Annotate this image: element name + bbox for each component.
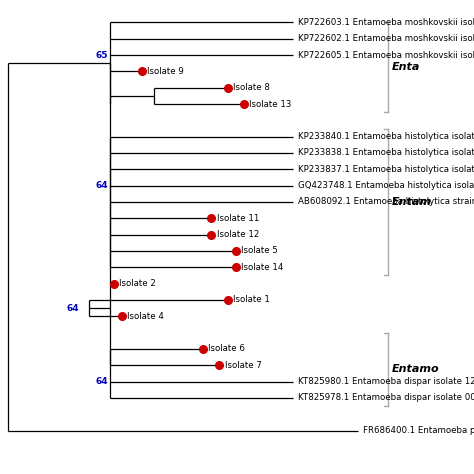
Text: 65: 65	[95, 51, 108, 60]
Text: GQ423748.1 Entamoeba histolytica isolate RY1106: GQ423748.1 Entamoeba histolytica isolate…	[298, 181, 474, 190]
Text: 64: 64	[95, 377, 108, 386]
Text: Isolate 6: Isolate 6	[209, 345, 246, 354]
Text: 64: 64	[67, 304, 79, 312]
Text: Isolate 7: Isolate 7	[225, 361, 262, 370]
Text: Isolate 1: Isolate 1	[233, 295, 270, 304]
Text: Isolate 4: Isolate 4	[127, 312, 164, 321]
Text: FR686400.1 Entamoeba polecki isolate UNE9: FR686400.1 Entamoeba polecki isolate UNE…	[363, 426, 474, 435]
Text: 64: 64	[95, 181, 108, 190]
Text: Entamo: Entamo	[392, 365, 440, 374]
Text: Isolate 8: Isolate 8	[233, 83, 270, 92]
Text: Isolate 14: Isolate 14	[241, 263, 283, 272]
Text: KT825978.1 Entamoeba dispar isolate 009: KT825978.1 Entamoeba dispar isolate 009	[298, 393, 474, 402]
Text: Enta: Enta	[392, 62, 420, 72]
Text: Isolate 12: Isolate 12	[217, 230, 259, 239]
Text: KP722605.1 Entamoeba moshkovskii isolate EM IQ5: KP722605.1 Entamoeba moshkovskii isolate…	[298, 51, 474, 60]
Text: Isolate 13: Isolate 13	[249, 100, 292, 109]
Text: KP722603.1 Entamoeba moshkovskii isolate EM IQ3: KP722603.1 Entamoeba moshkovskii isolate…	[298, 18, 474, 27]
Text: Isolate 11: Isolate 11	[217, 214, 259, 223]
Text: KT825980.1 Entamoeba dispar isolate 129: KT825980.1 Entamoeba dispar isolate 129	[298, 377, 474, 386]
Text: KP233837.1 Entamoeba histolytica isolate EH IQ2: KP233837.1 Entamoeba histolytica isolate…	[298, 165, 474, 174]
Text: Isolate 5: Isolate 5	[241, 246, 278, 255]
Text: Isolate 2: Isolate 2	[119, 279, 156, 288]
Text: AB608092.1 Entamoeba histolytica strain: BF-841 cl1: AB608092.1 Entamoeba histolytica strain:…	[298, 198, 474, 207]
Text: KP722602.1 Entamoeba moshkovskii isolate EM IQ2: KP722602.1 Entamoeba moshkovskii isolate…	[298, 34, 474, 43]
Text: KP233838.1 Entamoeba histolytica isolate EH IQ3: KP233838.1 Entamoeba histolytica isolate…	[298, 148, 474, 157]
Text: KP233840.1 Entamoeba histolytica isolate EH IQ5: KP233840.1 Entamoeba histolytica isolate…	[298, 132, 474, 141]
Text: Isolate 9: Isolate 9	[147, 67, 184, 76]
Text: Entam: Entam	[392, 197, 432, 207]
